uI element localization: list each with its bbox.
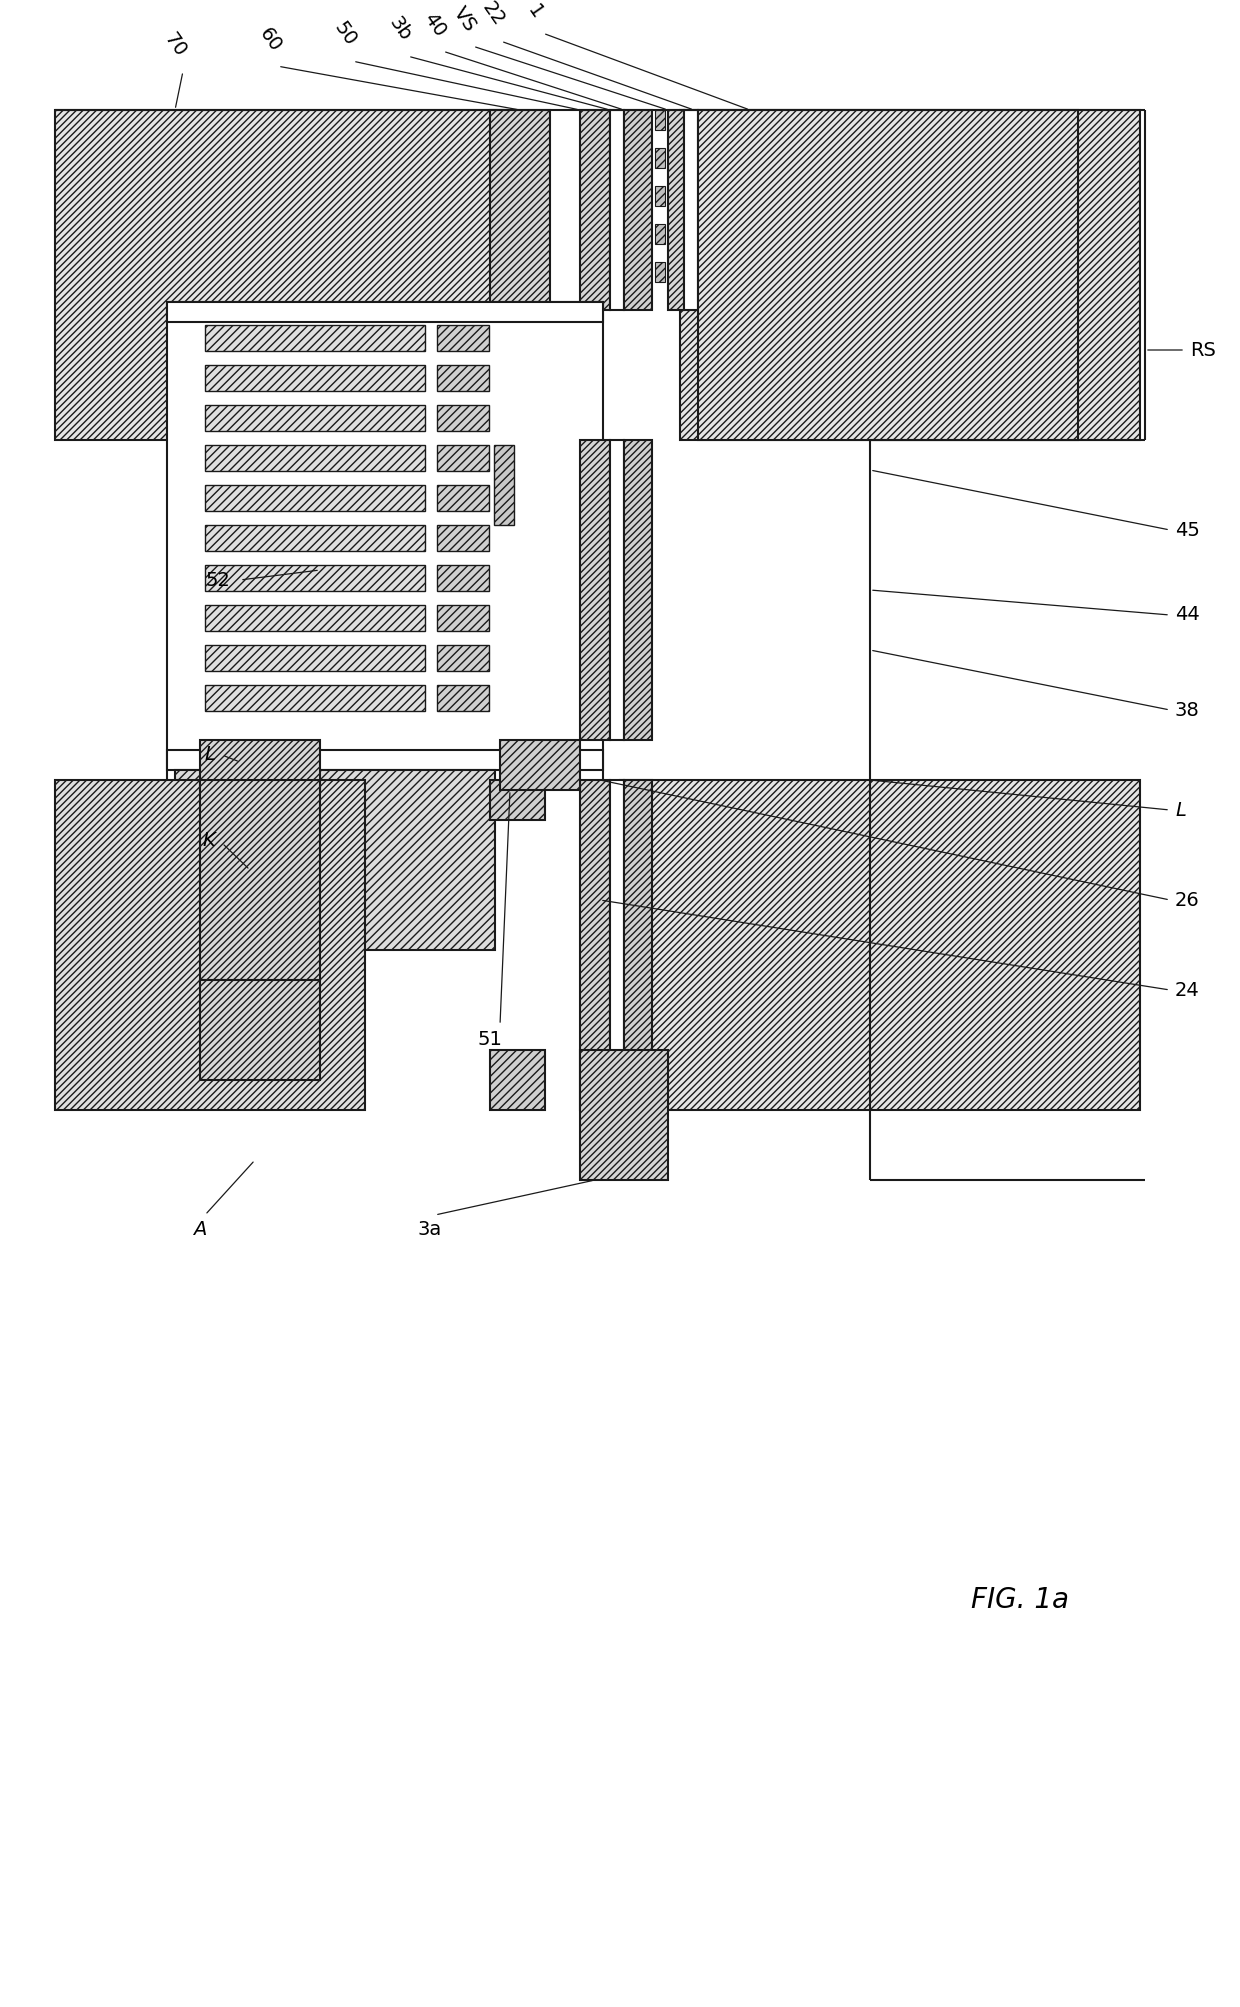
Text: 38: 38 <box>1176 700 1200 719</box>
Bar <box>580 440 610 741</box>
Bar <box>436 644 489 670</box>
Bar <box>624 781 652 1110</box>
Bar <box>668 110 684 309</box>
Text: 40: 40 <box>420 8 450 40</box>
Bar <box>580 1050 668 1180</box>
Bar <box>205 325 425 351</box>
Bar <box>205 365 425 391</box>
Text: 22: 22 <box>479 0 508 30</box>
Bar <box>655 110 665 130</box>
Text: 1: 1 <box>523 0 547 22</box>
Bar <box>167 301 603 789</box>
Bar <box>494 446 515 526</box>
Bar <box>200 741 320 791</box>
Text: A: A <box>193 1220 207 1238</box>
Bar <box>655 149 665 169</box>
Bar <box>436 526 489 552</box>
Bar <box>580 110 610 309</box>
Bar <box>205 566 425 590</box>
Bar <box>624 110 652 309</box>
Bar <box>624 440 652 741</box>
Bar <box>205 604 425 630</box>
Bar <box>655 263 665 283</box>
Text: 44: 44 <box>1176 606 1200 624</box>
Bar <box>175 771 495 949</box>
Text: 70: 70 <box>160 28 190 60</box>
Text: 50: 50 <box>330 18 360 50</box>
Bar <box>610 110 624 309</box>
Bar <box>436 566 489 590</box>
Bar <box>205 405 425 432</box>
Bar <box>205 486 425 512</box>
Bar <box>436 486 489 512</box>
Bar <box>167 751 603 771</box>
Text: 51: 51 <box>477 1030 502 1050</box>
Bar <box>490 781 546 821</box>
Bar <box>680 110 1140 440</box>
Bar <box>655 225 665 245</box>
Bar <box>490 110 551 309</box>
Bar <box>610 781 624 1110</box>
Bar <box>698 110 1078 440</box>
Bar <box>684 110 698 309</box>
Text: 60: 60 <box>255 24 285 54</box>
Text: VS: VS <box>450 2 480 34</box>
Bar <box>620 781 1140 1110</box>
Bar <box>205 684 425 710</box>
Text: FIG. 1a: FIG. 1a <box>971 1586 1069 1614</box>
Bar <box>167 301 603 321</box>
Text: 24: 24 <box>1176 981 1200 999</box>
Bar <box>580 781 610 1110</box>
Bar <box>436 604 489 630</box>
Text: 3a: 3a <box>418 1220 443 1238</box>
Bar <box>436 325 489 351</box>
Bar <box>205 446 425 472</box>
Bar <box>436 684 489 710</box>
Bar <box>55 110 515 440</box>
Text: L: L <box>1176 801 1185 819</box>
Bar <box>55 781 365 1110</box>
Text: RS: RS <box>1190 341 1216 359</box>
Text: 3b: 3b <box>386 14 415 44</box>
Bar <box>200 979 320 1080</box>
Bar <box>655 187 665 207</box>
Text: 26: 26 <box>1176 891 1200 909</box>
Text: K: K <box>202 831 215 849</box>
Bar <box>610 440 624 741</box>
Bar <box>436 365 489 391</box>
Bar <box>200 781 320 979</box>
Bar <box>205 644 425 670</box>
Bar <box>436 405 489 432</box>
Bar <box>490 1050 546 1110</box>
Bar <box>500 741 580 791</box>
Bar <box>205 526 425 552</box>
Text: 45: 45 <box>1176 520 1200 540</box>
Text: L: L <box>205 745 215 765</box>
Bar <box>436 446 489 472</box>
Text: 52: 52 <box>205 570 229 590</box>
